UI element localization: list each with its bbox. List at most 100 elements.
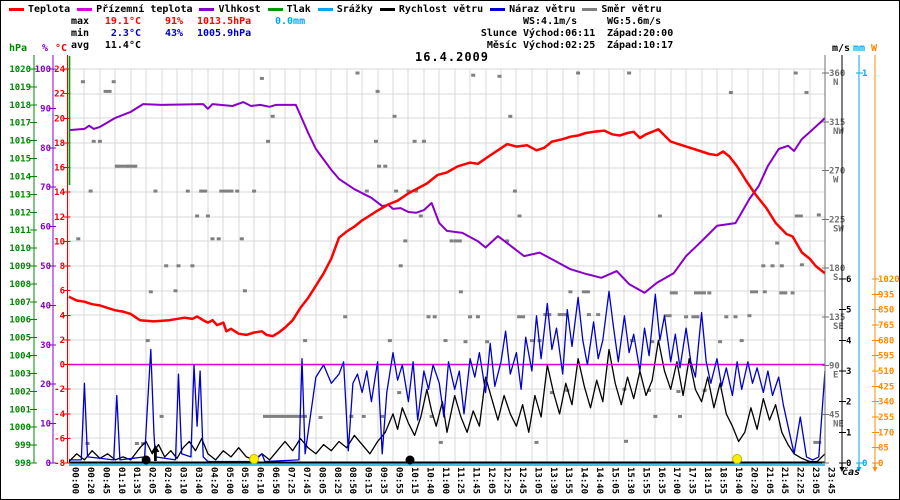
svg-text:0: 0: [878, 459, 883, 469]
sunrise-time: Východ:06:11: [523, 28, 596, 39]
svg-text:270: 270: [829, 167, 845, 177]
svg-text:NE: NE: [833, 419, 844, 429]
svg-text:%: %: [42, 43, 48, 54]
svg-text:-8: -8: [54, 459, 65, 469]
svg-text:340: 340: [878, 398, 894, 408]
svg-text:02:05: 02:05: [147, 467, 157, 494]
gridlines: [68, 68, 826, 464]
svg-text:1009: 1009: [9, 262, 31, 272]
legend-item-tlak: Tlak: [267, 4, 311, 15]
svg-text:4: 4: [60, 311, 66, 321]
svg-text:8: 8: [60, 262, 65, 272]
svg-text:21:05: 21:05: [764, 467, 774, 494]
svg-text:°C: °C: [55, 43, 67, 54]
svg-text:0: 0: [862, 459, 867, 469]
svg-text:999: 999: [15, 441, 31, 451]
svg-text:16: 16: [54, 164, 65, 174]
legend-label: Náraz větru: [509, 4, 576, 15]
svg-text:1011: 1011: [9, 226, 31, 236]
svg-text:08:25: 08:25: [332, 467, 342, 494]
svg-text:10: 10: [40, 420, 51, 430]
legend-label: Srážky: [336, 4, 373, 15]
series-color-dash-icon: [490, 8, 506, 11]
svg-text:13:55: 13:55: [563, 467, 573, 494]
svg-text:11:25: 11:25: [455, 467, 465, 494]
legend-label: Směr větru: [601, 4, 662, 15]
svg-text:21:45: 21:45: [779, 467, 789, 494]
svg-text:765: 765: [878, 321, 894, 331]
svg-text:680: 680: [878, 336, 894, 346]
svg-text:255: 255: [878, 413, 894, 423]
stat-avg-temp: 11.4°C: [104, 40, 141, 51]
stat-max-temp: 19.1°C: [104, 16, 141, 27]
svg-text:09:55: 09:55: [394, 467, 404, 494]
svg-text:mm: mm: [853, 43, 865, 54]
svg-text:1007: 1007: [9, 298, 31, 308]
svg-text:04:20: 04:20: [208, 467, 218, 494]
svg-text:10:15: 10:15: [409, 467, 419, 494]
svg-text:40: 40: [40, 301, 51, 311]
svg-text:SW: SW: [833, 224, 844, 234]
svg-text:50: 50: [40, 262, 51, 272]
svg-text:90: 90: [40, 104, 51, 114]
svg-text:00:00: 00:00: [70, 467, 80, 494]
svg-text:00:20: 00:20: [85, 467, 95, 494]
wind-axis: 6 5 4 3 2 1 0 m/s: [832, 43, 852, 472]
svg-text:1008: 1008: [9, 280, 31, 290]
stats-row-avg: avg 11.4°C: [71, 40, 305, 52]
time-tick-labels: 00:00 00:20 00:45 01:10 01:35 02:05 02:40 03:10…: [70, 467, 836, 494]
svg-text:1: 1: [846, 428, 851, 438]
svg-text:2: 2: [846, 398, 851, 408]
svg-text:hPa: hPa: [9, 43, 27, 54]
svg-text:315: 315: [829, 118, 845, 128]
svg-text:1018: 1018: [9, 101, 31, 111]
svg-text:170: 170: [878, 428, 894, 438]
svg-text:17:35: 17:35: [687, 467, 697, 494]
svg-text:1014: 1014: [9, 172, 31, 182]
chart-date-title: 16.4.2009: [414, 50, 490, 64]
svg-text:20: 20: [40, 380, 51, 390]
svg-text:23:45: 23:45: [826, 467, 836, 494]
sun-marker-icon: [249, 454, 260, 464]
svg-text:00:45: 00:45: [100, 467, 110, 494]
svg-text:08:05: 08:05: [316, 467, 326, 494]
stat-label: max: [71, 16, 90, 27]
svg-text:17:00: 17:00: [671, 467, 681, 494]
legend-item-vlhkost: Vlhkost: [199, 4, 261, 15]
moonrise-time: Východ:02:25: [523, 40, 596, 51]
moonset-time: Západ:10:17: [607, 40, 674, 51]
svg-text:30: 30: [40, 341, 51, 351]
stat-label: min: [71, 28, 90, 39]
svg-text:1017: 1017: [9, 119, 31, 129]
svg-text:1013: 1013: [9, 190, 31, 200]
svg-text:W: W: [833, 176, 839, 186]
svg-text:NW: NW: [833, 127, 844, 137]
svg-text:595: 595: [878, 352, 894, 362]
svg-text:70: 70: [40, 183, 51, 193]
series-color-dash-icon: [379, 8, 395, 11]
svg-text:15:05: 15:05: [610, 467, 620, 494]
svg-text:-2: -2: [54, 385, 65, 395]
svg-text:14:40: 14:40: [594, 467, 604, 494]
series-color-dash-icon: [77, 8, 93, 11]
svg-text:03:40: 03:40: [193, 467, 203, 494]
svg-text:S: S: [833, 273, 838, 283]
svg-text:05:30: 05:30: [239, 467, 249, 494]
svg-text:6: 6: [60, 287, 65, 297]
svg-text:0: 0: [60, 361, 65, 371]
svg-text:1000: 1000: [9, 423, 31, 433]
svg-text:05:00: 05:00: [224, 467, 234, 494]
svg-text:1002: 1002: [9, 387, 31, 397]
legend-label: Teplota: [28, 4, 71, 15]
svg-text:12: 12: [54, 213, 65, 223]
svg-text:425: 425: [878, 382, 894, 392]
stat-min-temp: 2.3°C: [110, 28, 141, 39]
svg-text:1020: 1020: [9, 65, 31, 75]
svg-text:225: 225: [829, 215, 845, 225]
stat-max-humidity: 91%: [164, 16, 183, 27]
svg-text:90: 90: [829, 362, 840, 372]
svg-text:510: 510: [878, 367, 894, 377]
stat-min-pressure: 1005.9hPa: [197, 28, 252, 39]
